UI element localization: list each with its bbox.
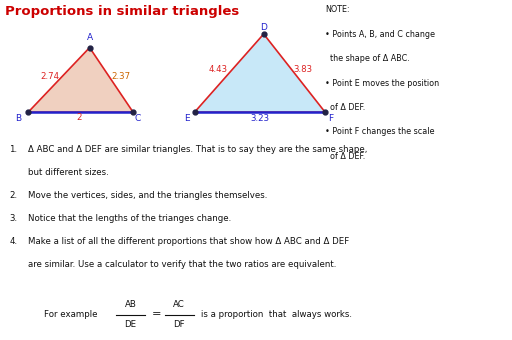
Text: • Points A, B, and C change: • Points A, B, and C change bbox=[325, 30, 435, 38]
Text: D: D bbox=[260, 23, 267, 32]
Text: Notice that the lengths of the trianges change.: Notice that the lengths of the trianges … bbox=[28, 214, 231, 223]
Text: are similar. Use a calculator to verify that the two ratios are equivalent.: are similar. Use a calculator to verify … bbox=[28, 260, 336, 269]
Text: • Point E moves the position: • Point E moves the position bbox=[325, 79, 439, 87]
Text: C: C bbox=[134, 114, 140, 123]
Polygon shape bbox=[28, 48, 133, 112]
Text: 3.23: 3.23 bbox=[250, 114, 270, 123]
Text: 3.83: 3.83 bbox=[293, 65, 313, 74]
Text: 4.43: 4.43 bbox=[208, 65, 228, 74]
Text: but different sizes.: but different sizes. bbox=[28, 168, 109, 176]
Text: NOTE:: NOTE: bbox=[325, 5, 350, 14]
Text: 2.74: 2.74 bbox=[40, 72, 59, 81]
Text: B: B bbox=[15, 114, 21, 123]
Text: Proportions in similar triangles: Proportions in similar triangles bbox=[5, 5, 240, 18]
Text: Move the vertices, sides, and the triangles themselves.: Move the vertices, sides, and the triang… bbox=[28, 191, 268, 200]
Text: DE: DE bbox=[124, 320, 137, 328]
Text: • Point F changes the scale: • Point F changes the scale bbox=[325, 128, 435, 136]
Text: 3.: 3. bbox=[9, 214, 17, 223]
Text: Δ ABC and Δ DEF are similar triangles. That is to say they are the same shape,: Δ ABC and Δ DEF are similar triangles. T… bbox=[28, 144, 368, 153]
Text: Make a list of all the different proportions that show how Δ ABC and Δ DEF: Make a list of all the different proport… bbox=[28, 237, 349, 246]
Text: E: E bbox=[184, 114, 189, 123]
Text: 2.: 2. bbox=[9, 191, 17, 200]
Text: 2: 2 bbox=[77, 113, 82, 122]
Text: 1.: 1. bbox=[9, 144, 17, 153]
Text: F: F bbox=[328, 114, 333, 123]
Text: the shape of Δ ABC.: the shape of Δ ABC. bbox=[325, 54, 410, 63]
Text: is a proportion  that  always works.: is a proportion that always works. bbox=[201, 310, 352, 319]
Text: 4.: 4. bbox=[9, 237, 17, 246]
Text: DF: DF bbox=[174, 320, 185, 328]
Text: AB: AB bbox=[124, 301, 137, 309]
Text: of Δ DEF.: of Δ DEF. bbox=[325, 152, 366, 161]
Text: 2.37: 2.37 bbox=[111, 72, 131, 81]
Polygon shape bbox=[195, 34, 325, 112]
Text: For example: For example bbox=[44, 310, 97, 319]
Text: AC: AC bbox=[174, 301, 185, 309]
Text: A: A bbox=[87, 34, 93, 42]
Text: of Δ DEF.: of Δ DEF. bbox=[325, 103, 366, 112]
Text: =: = bbox=[152, 309, 161, 320]
